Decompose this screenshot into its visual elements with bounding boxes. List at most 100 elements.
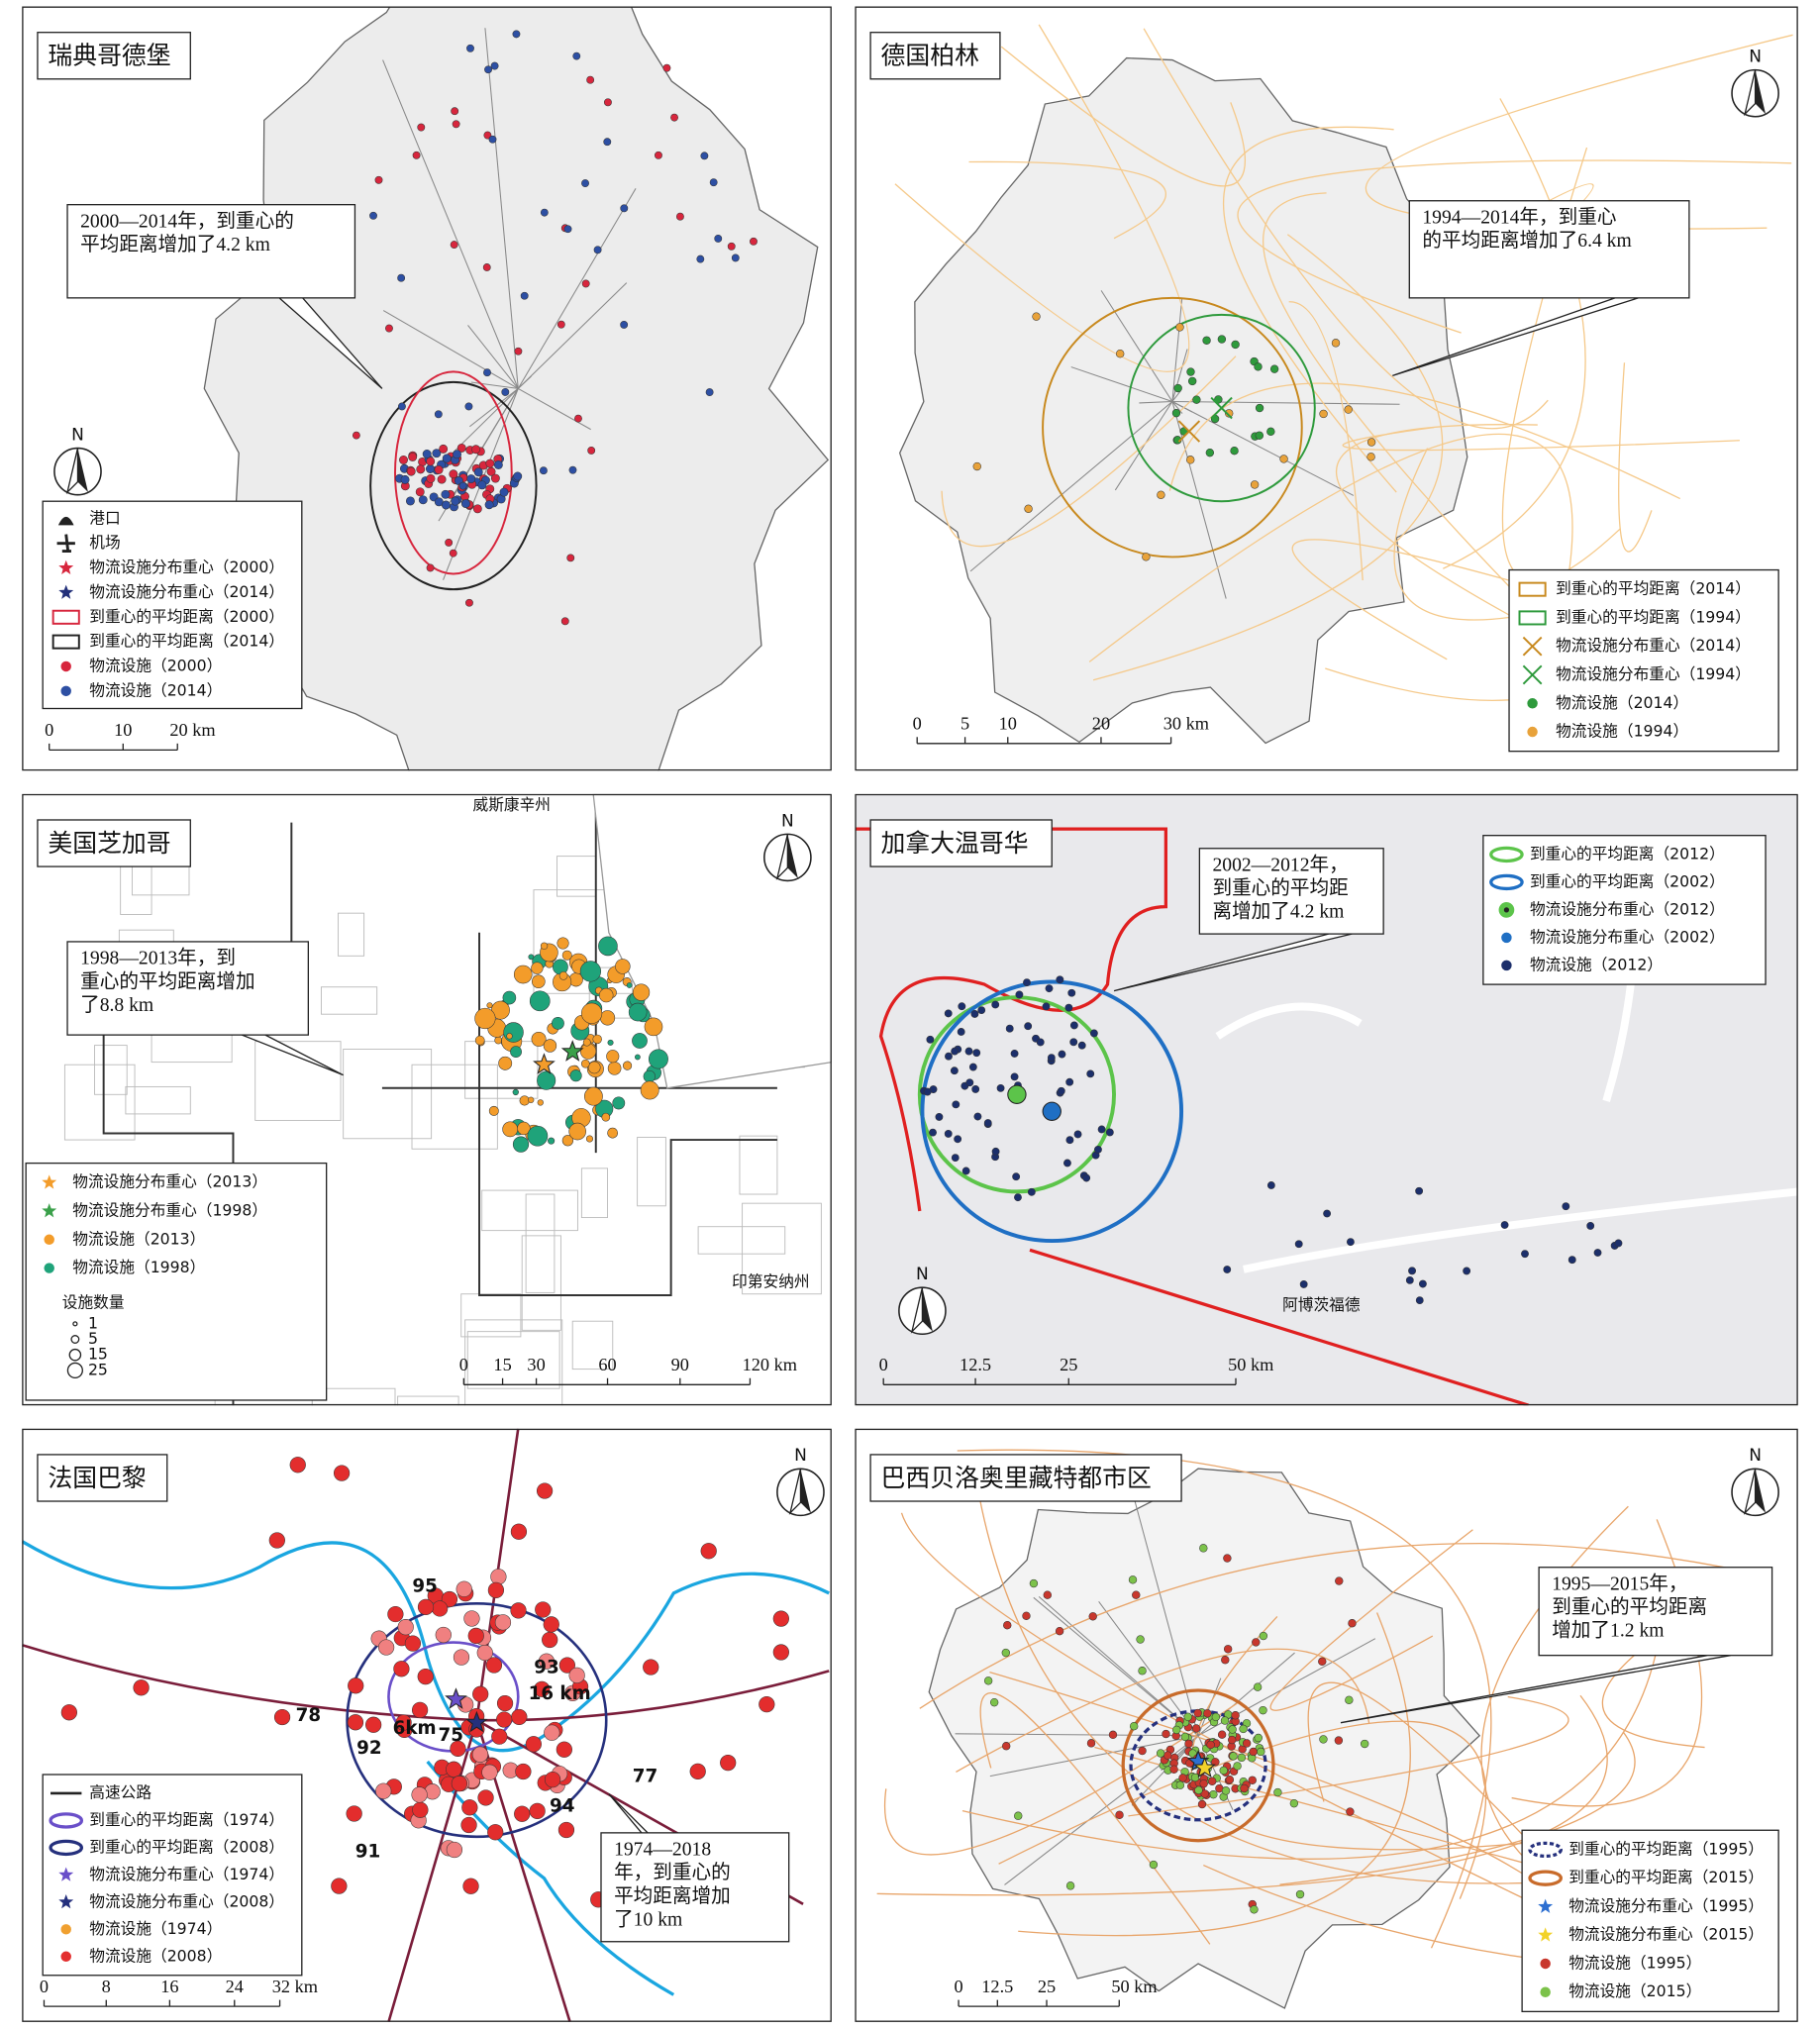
legend-box <box>42 1774 303 1977</box>
distance-ring <box>346 1602 608 1839</box>
facility-dot <box>1209 1789 1218 1799</box>
legend-label: 物流设施（2013） <box>72 1229 205 1248</box>
facility-dot <box>581 279 590 288</box>
facility-dot <box>1405 1275 1414 1284</box>
road <box>979 1692 1211 1945</box>
title-box <box>869 819 1053 867</box>
distance-ring <box>920 979 1184 1244</box>
facility-dot <box>439 444 449 454</box>
size-legend-label: 25 <box>88 1360 108 1378</box>
facility-dot <box>772 1644 789 1661</box>
facility-dot <box>1175 1780 1185 1789</box>
facility-dot <box>1105 1128 1114 1137</box>
facility-dot <box>1614 1239 1623 1248</box>
facility-dot <box>1191 1724 1201 1733</box>
facility-dot <box>514 347 523 355</box>
facility-dot <box>1223 1645 1233 1654</box>
boundary <box>1171 397 1174 402</box>
facility-dot <box>556 320 565 329</box>
facility-dot <box>1225 1776 1235 1784</box>
facility-dot <box>460 499 470 509</box>
centroid <box>1177 420 1201 443</box>
boundary <box>1171 401 1193 413</box>
facility-dot <box>1186 367 1195 376</box>
facility-dot <box>397 273 406 282</box>
size-legend-icon <box>70 1335 80 1344</box>
legend-icon <box>42 1174 57 1189</box>
facility-dot <box>568 1122 586 1141</box>
facility-dot <box>1259 1705 1267 1715</box>
scale-label: 0 <box>879 1355 888 1374</box>
legend-icon <box>1501 960 1512 971</box>
legend-box <box>1508 568 1779 753</box>
facility-dot <box>455 1580 472 1597</box>
facility-dot <box>1180 1732 1190 1742</box>
centroid <box>1042 1101 1062 1121</box>
centroid <box>1210 396 1233 420</box>
facility-dot <box>1200 1789 1209 1798</box>
map-label: 94 <box>550 1796 574 1817</box>
facility-dot <box>643 1659 659 1676</box>
facility-dot <box>1005 1024 1014 1033</box>
legend-label: 物流设施（2015） <box>1568 1981 1701 2000</box>
facility-dot <box>1183 1712 1192 1721</box>
facility-dot <box>412 1701 429 1718</box>
boundary <box>467 325 519 389</box>
boundary <box>517 188 637 389</box>
facility-dot <box>487 1824 504 1841</box>
facility-dot <box>408 453 418 461</box>
facility-dot <box>620 204 629 213</box>
facility-dot <box>1045 984 1054 993</box>
facility-dot <box>476 1644 493 1662</box>
scale-label: 50 km <box>1228 1355 1273 1374</box>
facility-dot <box>529 990 551 1012</box>
legend-label: 物流设施分布重心（2008） <box>89 1891 284 1910</box>
scale-label: 5 <box>961 714 969 734</box>
boundary <box>1131 1490 1199 1736</box>
facility-dot <box>557 1821 575 1839</box>
facility-dot <box>961 1167 970 1175</box>
facility-dot <box>346 1805 362 1822</box>
callout-text: 1995—2015年， <box>1552 1574 1687 1595</box>
facility-dot <box>466 44 474 52</box>
facility-dot <box>502 990 517 1005</box>
facility-dot <box>450 1740 466 1757</box>
facility-dot <box>426 457 436 466</box>
legend-label: 港口 <box>89 508 120 527</box>
facility-dot <box>971 1085 980 1093</box>
facility-dot <box>599 1010 616 1026</box>
facility-dot <box>1217 1730 1227 1739</box>
facility-dot <box>374 175 383 184</box>
facility-dot <box>1593 1249 1602 1257</box>
road <box>961 1608 1665 1860</box>
facility-dot <box>474 1035 485 1046</box>
facility-dot <box>472 1685 489 1702</box>
facility-dot <box>1335 1576 1344 1585</box>
legend-box <box>1521 1829 1779 2013</box>
legend-icon <box>56 534 75 554</box>
legend-label: 物流设施分布重心（1998） <box>72 1201 267 1220</box>
scale-label: 12.5 <box>981 1977 1013 1996</box>
facility-dot <box>1190 1773 1200 1782</box>
facility-dot <box>511 1708 528 1726</box>
county <box>311 1387 396 1406</box>
county <box>571 1320 614 1371</box>
facility-dot <box>569 1069 582 1082</box>
facility-dot <box>1230 447 1239 456</box>
facility-dot <box>580 1002 603 1024</box>
scale-label: 20 km <box>169 720 215 740</box>
centroid <box>1007 1084 1027 1104</box>
facility-dot <box>1138 1667 1147 1676</box>
north-label: N <box>781 811 794 831</box>
facility-dot <box>442 454 452 463</box>
county <box>464 1319 563 1406</box>
facility-dot <box>432 449 442 458</box>
facility-dot <box>1063 1159 1071 1168</box>
north-arrow <box>787 834 798 878</box>
boundary <box>382 310 519 389</box>
legend-label: 到重心的平均距离（2014） <box>89 632 284 651</box>
facility-dot <box>514 1805 531 1822</box>
facility-dot <box>655 151 662 159</box>
facility-dot <box>1346 1238 1355 1247</box>
north-arrow <box>1743 1469 1757 1515</box>
